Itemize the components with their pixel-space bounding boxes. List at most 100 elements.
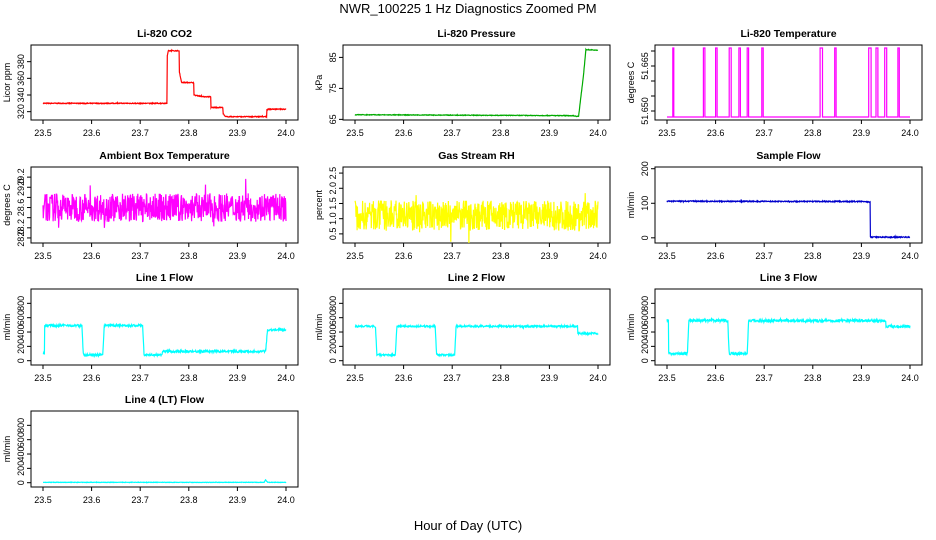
y-tick-label: 0: [328, 358, 338, 363]
y-tick-label: 28.0: [16, 229, 26, 247]
y-axis-label: kPa: [314, 75, 324, 91]
x-tick-label: 23.7: [755, 128, 773, 138]
x-tick-label: 23.8: [180, 251, 198, 261]
y-tick-label: 800: [16, 296, 26, 311]
y-tick-label: 400: [640, 325, 650, 340]
y-tick-label: 600: [640, 310, 650, 325]
x-tick-label: 23.7: [131, 495, 149, 505]
plot-frame: [30, 410, 299, 488]
y-tick-label: 800: [16, 418, 26, 433]
y-tick-label: 400: [328, 325, 338, 340]
x-tick-label: 23.7: [755, 373, 773, 383]
x-tick-label: 23.5: [346, 251, 364, 261]
x-tick-label: 23.9: [853, 128, 871, 138]
x-tick-label: 23.9: [541, 373, 559, 383]
x-tick-label: 24.0: [277, 251, 295, 261]
x-tick-label: 23.5: [346, 373, 364, 383]
panel-title: Ambient Box Temperature: [99, 150, 230, 162]
x-tick-label: 23.6: [395, 251, 413, 261]
data-series-line: [42, 48, 287, 119]
x-tick-label: 23.7: [131, 373, 149, 383]
plot-frame: [30, 166, 299, 244]
x-tick-label: 23.7: [443, 373, 461, 383]
panel: Li-820 Temperature degrees C 51.650 51.665 2…: [626, 28, 923, 138]
panel: Sample Flow ml/min 0 100 200 23.5 23.6 23.7 23.8…: [626, 150, 923, 261]
y-tick-label: 800: [640, 296, 650, 311]
x-tick-label: 23.9: [229, 373, 247, 383]
panel: Ambient Box Temperature degrees C 28.028.2…: [2, 150, 299, 261]
panel-title: Gas Stream RH: [438, 150, 514, 162]
y-tick-label: 200: [640, 161, 650, 176]
x-tick-label: 24.0: [901, 251, 919, 261]
data-series-line: [354, 193, 599, 244]
y-tick-label: 0: [640, 235, 650, 240]
x-tick-label: 23.6: [707, 251, 725, 261]
x-tick-label: 23.9: [229, 251, 247, 261]
x-tick-label: 24.0: [901, 128, 919, 138]
y-tick-label: 200: [328, 339, 338, 354]
x-tick-label: 23.8: [180, 495, 198, 505]
x-tick-label: 23.9: [229, 128, 247, 138]
y-tick-label: 200: [16, 339, 26, 354]
x-tick-label: 23.9: [541, 251, 559, 261]
y-axis-label: degrees C: [626, 61, 636, 103]
y-tick-label: 320: [16, 104, 26, 119]
data-series-line: [666, 198, 911, 240]
panel-title: Sample Flow: [756, 150, 821, 162]
panel-title: Line 4 (LT) Flow: [125, 394, 205, 406]
x-tick-label: 23.9: [229, 495, 247, 505]
x-tick-label: 23.5: [658, 373, 676, 383]
y-tick-label: 2.0: [328, 182, 338, 195]
x-tick-label: 23.5: [34, 373, 52, 383]
x-tick-label: 23.7: [443, 128, 461, 138]
x-tick-label: 23.8: [804, 373, 822, 383]
panel-title: Line 1 Flow: [136, 272, 194, 284]
plot-frame: [654, 166, 923, 244]
data-series-line: [667, 47, 910, 118]
panel-title: Li-820 Temperature: [740, 28, 836, 40]
y-tick-label: 400: [16, 325, 26, 340]
x-tick-label: 23.6: [707, 373, 725, 383]
x-tick-label: 23.6: [395, 373, 413, 383]
x-tick-label: 23.9: [853, 373, 871, 383]
x-tick-label: 23.9: [853, 251, 871, 261]
x-tick-label: 23.5: [34, 251, 52, 261]
x-tick-label: 23.7: [755, 251, 773, 261]
plot-frame: [654, 44, 923, 121]
y-axis-label: Licor ppm: [2, 63, 12, 103]
x-tick-label: 23.5: [658, 251, 676, 261]
panel-title: Line 3 Flow: [760, 272, 818, 284]
data-series-line: [42, 322, 287, 359]
data-series-line: [42, 178, 287, 228]
data-series-line: [354, 47, 599, 118]
y-axis-label: ml/min: [626, 192, 636, 219]
y-axis-label: degrees C: [2, 184, 12, 226]
panel-title: Li-820 CO2: [137, 28, 192, 40]
y-tick-label: 360: [16, 71, 26, 86]
y-tick-label: 0: [16, 358, 26, 363]
x-tick-label: 23.6: [707, 128, 725, 138]
x-tick-label: 23.8: [492, 128, 510, 138]
x-tick-label: 23.5: [346, 128, 364, 138]
x-tick-label: 23.8: [492, 251, 510, 261]
y-axis-label: ml/min: [2, 436, 12, 463]
x-tick-label: 23.7: [131, 128, 149, 138]
x-tick-label: 23.7: [443, 251, 461, 261]
x-tick-label: 23.8: [180, 128, 198, 138]
plot-frame: [654, 288, 923, 366]
y-tick-label: 85: [328, 52, 338, 62]
y-tick-label: 28.6: [16, 199, 26, 217]
panel-title: Line 2 Flow: [448, 272, 506, 284]
y-tick-label: 65: [328, 114, 338, 124]
x-tick-label: 24.0: [277, 128, 295, 138]
y-tick-label: 200: [16, 461, 26, 476]
x-tick-label: 23.6: [83, 251, 101, 261]
y-tick-label: 600: [16, 310, 26, 325]
panel: Li-820 Pressure kPa 65 75 85 23.5 23.6 23.7 23.8…: [314, 28, 611, 138]
x-tick-label: 23.5: [34, 128, 52, 138]
x-tick-label: 23.6: [83, 495, 101, 505]
